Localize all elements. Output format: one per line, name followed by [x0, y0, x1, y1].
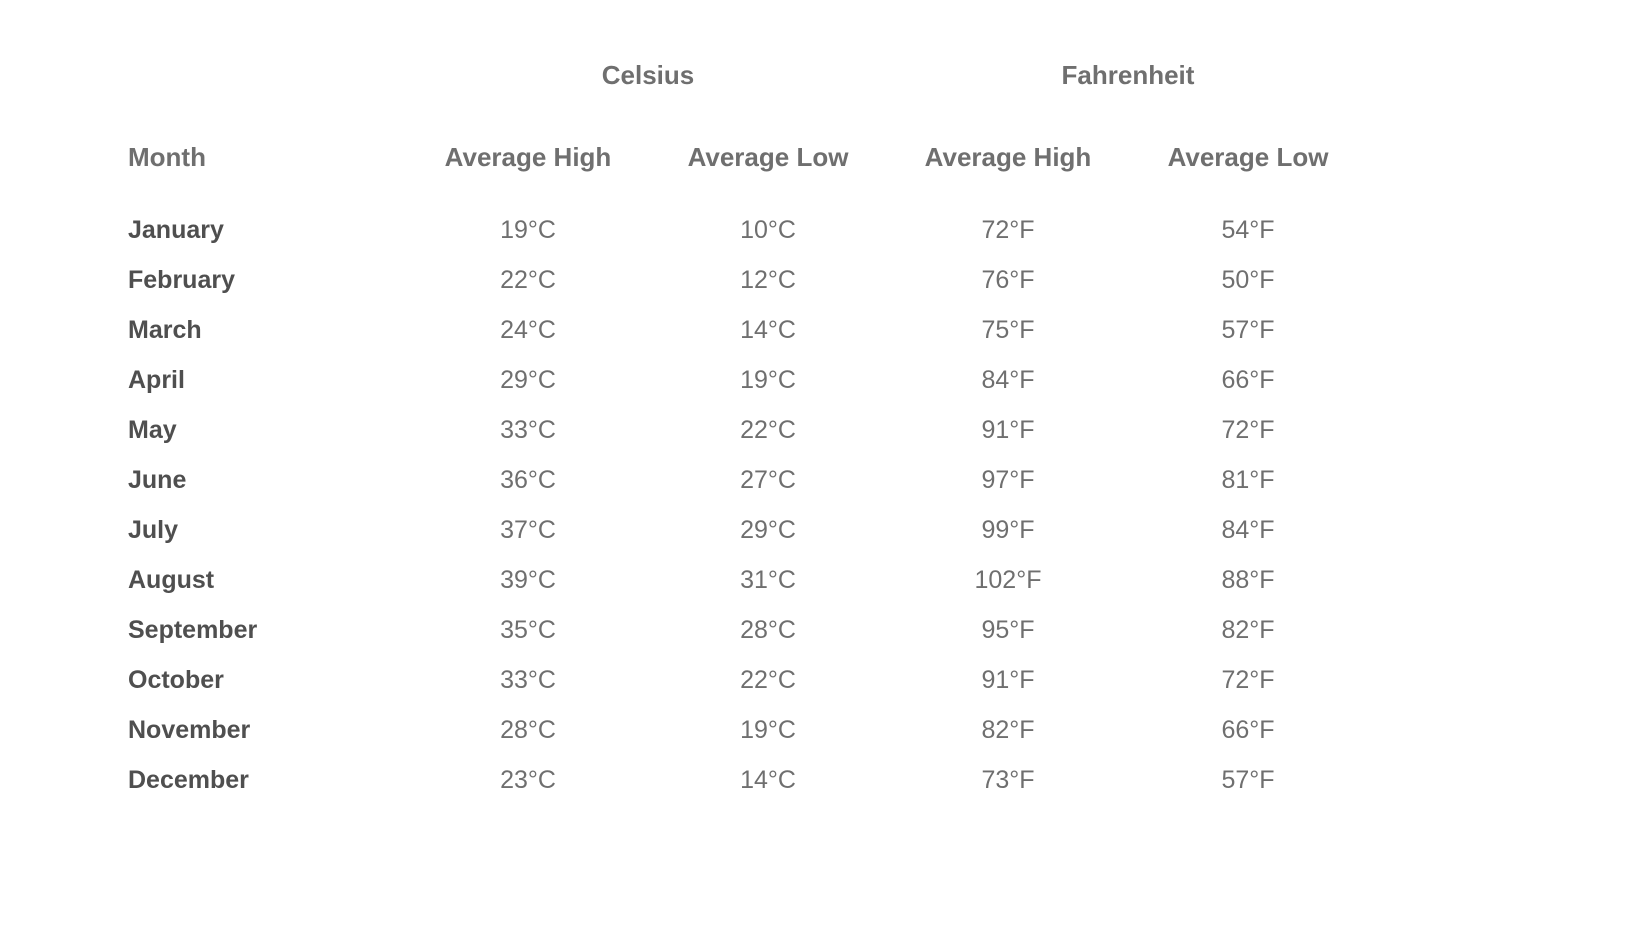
table-row: September 35°C 28°C 95°F 82°F — [120, 605, 1368, 655]
cell-fahrenheit-high: 102°F — [888, 555, 1128, 605]
column-header-celsius-low: Average Low — [648, 110, 888, 205]
cell-celsius-high: 33°C — [408, 655, 648, 705]
cell-fahrenheit-high: 75°F — [888, 305, 1128, 355]
cell-celsius-low: 12°C — [648, 255, 888, 305]
cell-fahrenheit-low: 84°F — [1128, 505, 1368, 555]
cell-fahrenheit-high: 99°F — [888, 505, 1128, 555]
cell-celsius-high: 29°C — [408, 355, 648, 405]
group-header-celsius: Celsius — [408, 40, 888, 110]
cell-fahrenheit-high: 84°F — [888, 355, 1128, 405]
cell-fahrenheit-low: 57°F — [1128, 755, 1368, 805]
cell-fahrenheit-low: 72°F — [1128, 405, 1368, 455]
cell-fahrenheit-low: 72°F — [1128, 655, 1368, 705]
table-row: April 29°C 19°C 84°F 66°F — [120, 355, 1368, 405]
cell-celsius-high: 33°C — [408, 405, 648, 455]
cell-celsius-low: 19°C — [648, 705, 888, 755]
cell-month: August — [120, 555, 408, 605]
cell-celsius-high: 37°C — [408, 505, 648, 555]
cell-fahrenheit-low: 50°F — [1128, 255, 1368, 305]
table-column-header-row: Month Average High Average Low Average H… — [120, 110, 1368, 205]
cell-fahrenheit-low: 57°F — [1128, 305, 1368, 355]
temperature-table-container: Celsius Fahrenheit Month Average High Av… — [0, 0, 1649, 805]
cell-celsius-low: 29°C — [648, 505, 888, 555]
group-header-fahrenheit: Fahrenheit — [888, 40, 1368, 110]
cell-celsius-low: 14°C — [648, 305, 888, 355]
cell-month: July — [120, 505, 408, 555]
cell-celsius-high: 28°C — [408, 705, 648, 755]
table-row: August 39°C 31°C 102°F 88°F — [120, 555, 1368, 605]
cell-month: January — [120, 205, 408, 255]
cell-fahrenheit-low: 88°F — [1128, 555, 1368, 605]
cell-celsius-high: 24°C — [408, 305, 648, 355]
table-row: March 24°C 14°C 75°F 57°F — [120, 305, 1368, 355]
table-body: January 19°C 10°C 72°F 54°F February 22°… — [120, 205, 1368, 805]
cell-fahrenheit-low: 82°F — [1128, 605, 1368, 655]
cell-fahrenheit-high: 91°F — [888, 655, 1128, 705]
cell-month: May — [120, 405, 408, 455]
cell-celsius-low: 22°C — [648, 405, 888, 455]
cell-celsius-low: 14°C — [648, 755, 888, 805]
table-group-header-row: Celsius Fahrenheit — [120, 40, 1368, 110]
cell-celsius-high: 22°C — [408, 255, 648, 305]
cell-celsius-high: 19°C — [408, 205, 648, 255]
cell-fahrenheit-high: 76°F — [888, 255, 1128, 305]
cell-month: October — [120, 655, 408, 705]
cell-celsius-low: 31°C — [648, 555, 888, 605]
cell-fahrenheit-high: 97°F — [888, 455, 1128, 505]
cell-fahrenheit-low: 81°F — [1128, 455, 1368, 505]
cell-celsius-high: 23°C — [408, 755, 648, 805]
cell-month: December — [120, 755, 408, 805]
column-header-month: Month — [120, 110, 408, 205]
cell-celsius-high: 39°C — [408, 555, 648, 605]
cell-month: September — [120, 605, 408, 655]
column-header-fahrenheit-low: Average Low — [1128, 110, 1368, 205]
cell-month: March — [120, 305, 408, 355]
group-header-blank — [120, 40, 408, 110]
cell-fahrenheit-high: 82°F — [888, 705, 1128, 755]
cell-celsius-low: 28°C — [648, 605, 888, 655]
cell-fahrenheit-high: 73°F — [888, 755, 1128, 805]
cell-fahrenheit-high: 91°F — [888, 405, 1128, 455]
cell-celsius-high: 35°C — [408, 605, 648, 655]
cell-fahrenheit-low: 54°F — [1128, 205, 1368, 255]
cell-celsius-low: 22°C — [648, 655, 888, 705]
table-row: December 23°C 14°C 73°F 57°F — [120, 755, 1368, 805]
table-row: January 19°C 10°C 72°F 54°F — [120, 205, 1368, 255]
table-row: June 36°C 27°C 97°F 81°F — [120, 455, 1368, 505]
cell-month: November — [120, 705, 408, 755]
cell-celsius-low: 27°C — [648, 455, 888, 505]
table-row: February 22°C 12°C 76°F 50°F — [120, 255, 1368, 305]
table-row: May 33°C 22°C 91°F 72°F — [120, 405, 1368, 455]
temperature-table: Celsius Fahrenheit Month Average High Av… — [120, 40, 1368, 805]
cell-fahrenheit-low: 66°F — [1128, 355, 1368, 405]
cell-celsius-high: 36°C — [408, 455, 648, 505]
table-row: July 37°C 29°C 99°F 84°F — [120, 505, 1368, 555]
column-header-fahrenheit-high: Average High — [888, 110, 1128, 205]
cell-month: June — [120, 455, 408, 505]
cell-fahrenheit-high: 95°F — [888, 605, 1128, 655]
cell-month: April — [120, 355, 408, 405]
cell-celsius-low: 19°C — [648, 355, 888, 405]
cell-month: February — [120, 255, 408, 305]
table-row: November 28°C 19°C 82°F 66°F — [120, 705, 1368, 755]
cell-celsius-low: 10°C — [648, 205, 888, 255]
cell-fahrenheit-low: 66°F — [1128, 705, 1368, 755]
cell-fahrenheit-high: 72°F — [888, 205, 1128, 255]
table-row: October 33°C 22°C 91°F 72°F — [120, 655, 1368, 705]
column-header-celsius-high: Average High — [408, 110, 648, 205]
